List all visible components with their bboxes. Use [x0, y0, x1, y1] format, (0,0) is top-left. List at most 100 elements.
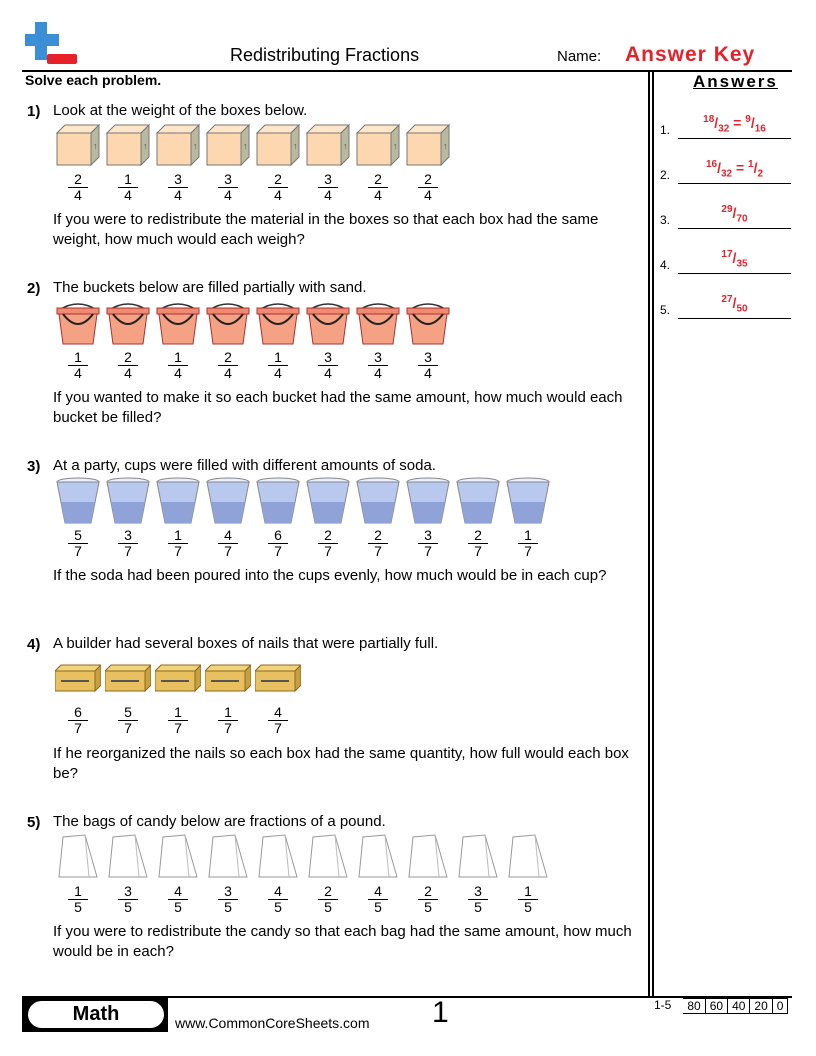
box-icon: ↑ [255, 123, 301, 167]
denominator: 7 [124, 720, 132, 736]
numerator: 3 [368, 350, 388, 366]
answer-numerator: 29 [721, 204, 733, 215]
score-cell: 0 [772, 998, 789, 1014]
denominator: 7 [324, 543, 332, 559]
numerator: 1 [518, 884, 538, 900]
cup-icon [55, 477, 101, 524]
answer-denominator: 2 [757, 168, 764, 180]
problem-number: 5) [27, 814, 41, 831]
divider [648, 72, 650, 997]
answer-denominator: 16 [754, 123, 766, 135]
bucket-icon [355, 300, 401, 345]
bucket-icon [155, 300, 201, 345]
bucket-icon [405, 300, 451, 345]
denominator: 4 [74, 187, 82, 203]
svg-text:↑: ↑ [343, 141, 348, 151]
candy-bag-icon [455, 833, 501, 878]
svg-text:↑: ↑ [443, 141, 448, 151]
denominator: 4 [174, 365, 182, 381]
denominator: 7 [274, 720, 282, 736]
box-icon: ↑ [405, 123, 451, 167]
denominator: 7 [274, 543, 282, 559]
numerator: 2 [218, 350, 238, 366]
page-number: 1 [432, 996, 449, 1029]
answer-line: 17/35 [678, 247, 791, 274]
box-icon: ↑ [205, 123, 251, 167]
candy-bag-icon [305, 833, 351, 878]
answer-number: 5. [660, 303, 671, 317]
denominator: 5 [274, 899, 282, 915]
numerator: 4 [268, 884, 288, 900]
denominator: 4 [274, 187, 282, 203]
denominator: 7 [224, 543, 232, 559]
box-icon: ↑ [155, 123, 201, 167]
answer-denominator: 50 [736, 303, 748, 315]
answer-number: 4. [660, 258, 671, 272]
cup-icon [355, 477, 401, 524]
box-icon: ↑ [355, 123, 401, 167]
denominator: 7 [424, 543, 432, 559]
denominator: 5 [324, 899, 332, 915]
numerator: 5 [118, 705, 138, 721]
candy-bag-icon [155, 833, 201, 878]
numerator: 2 [368, 528, 388, 544]
answer-line: 29/70 [678, 202, 791, 229]
score-range: 1-5 [654, 998, 672, 1012]
numerator: 1 [518, 528, 538, 544]
bucket-icon [255, 300, 301, 345]
box-icon: ↑ [305, 123, 351, 167]
cup-icon [455, 477, 501, 524]
numerator: 1 [168, 705, 188, 721]
instructions: Solve each problem. [25, 72, 162, 88]
problem-question: If you wanted to make it so each bucket … [53, 389, 623, 426]
divider [22, 996, 792, 998]
cup-icon [305, 477, 351, 524]
answer-value: 17/35 [721, 249, 748, 270]
denominator: 5 [174, 899, 182, 915]
problem-question: If you were to redistribute the candy so… [53, 923, 632, 960]
numerator: 1 [168, 528, 188, 544]
answer-value: 16/32 = 1/2 [705, 159, 764, 180]
answer-numerator: 9 [745, 114, 751, 125]
problem-number: 2) [27, 280, 41, 297]
numerator: 3 [468, 884, 488, 900]
numerator: 2 [68, 172, 88, 188]
page-title: Redistributing Fractions [230, 45, 420, 65]
numerator: 5 [68, 528, 88, 544]
denominator: 7 [174, 543, 182, 559]
answer-denominator: 32 [720, 168, 733, 180]
numerator: 2 [318, 884, 338, 900]
name-label: Name: [557, 48, 602, 65]
divider [22, 70, 792, 72]
numerator: 4 [168, 884, 188, 900]
denominator: 7 [74, 543, 82, 559]
denominator: 4 [374, 187, 382, 203]
problem-number: 1) [27, 103, 41, 120]
numerator: 4 [368, 884, 388, 900]
denominator: 5 [424, 899, 432, 915]
denominator: 4 [224, 365, 232, 381]
numerator: 3 [118, 528, 138, 544]
website: www.CommonCoreSheets.com [175, 1015, 370, 1031]
svg-text:↑: ↑ [93, 141, 98, 151]
numerator: 6 [268, 528, 288, 544]
numerator: 3 [118, 884, 138, 900]
candy-bag-icon [205, 833, 251, 878]
numerator: 2 [268, 172, 288, 188]
svg-text:↑: ↑ [293, 141, 298, 151]
